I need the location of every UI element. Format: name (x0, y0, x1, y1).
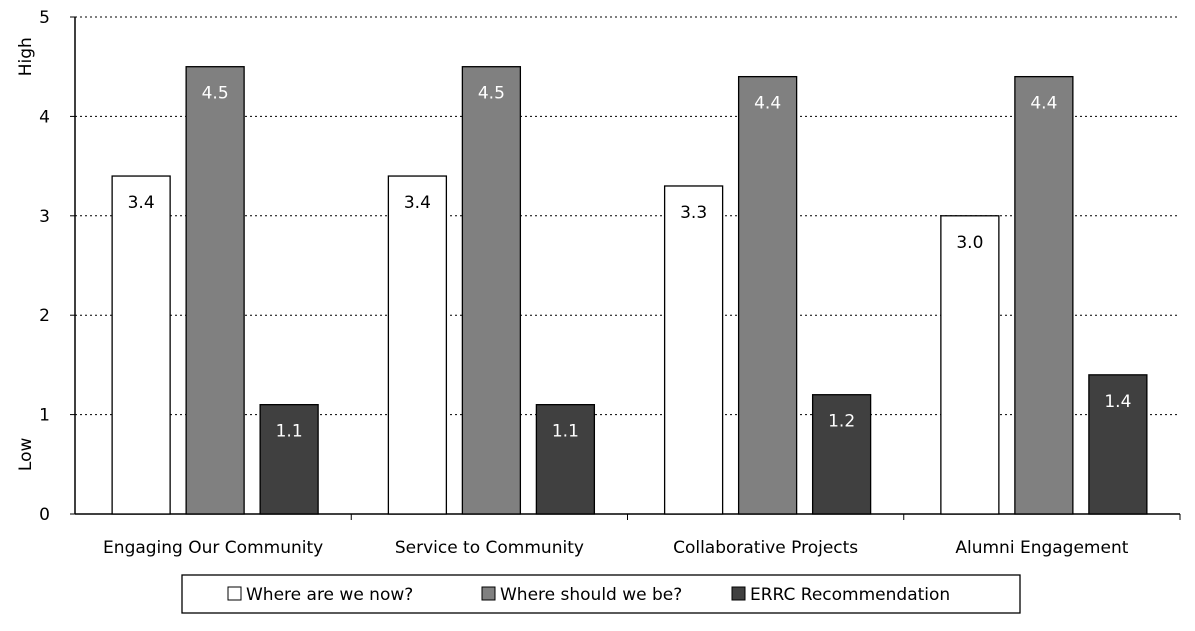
legend-swatch (227, 586, 242, 601)
x-category-label: Collaborative Projects (673, 538, 858, 558)
legend-swatch (731, 586, 746, 601)
bar (1088, 374, 1148, 515)
bar (185, 66, 245, 515)
x-category-label: Engaging Our Community (103, 538, 323, 558)
y-tick-label: 4 (39, 107, 50, 127)
bar (663, 185, 724, 515)
x-category-label: Alumni Engagement (955, 538, 1128, 558)
bar-value-label: 4.5 (202, 84, 229, 104)
bar-value-label: 4.4 (1030, 94, 1057, 114)
bar-value-label: 3.4 (404, 193, 431, 213)
x-category-label: Service to Community (395, 538, 584, 558)
bar-value-label: 3.3 (680, 203, 707, 223)
bar (940, 215, 1000, 515)
bar (535, 404, 596, 515)
legend-label: ERRC Recommendation (750, 585, 950, 605)
y-tick-label: 0 (39, 505, 50, 525)
bar-value-label: 4.4 (754, 94, 781, 114)
y-axis-low-label: Low (16, 438, 36, 472)
bar (737, 75, 798, 515)
legend-box (181, 574, 1021, 614)
bar (811, 394, 872, 515)
bar-value-label: 1.4 (1104, 392, 1131, 412)
bar (111, 175, 171, 515)
bar-value-label: 1.2 (828, 412, 855, 432)
bar (259, 404, 319, 515)
bar-value-label: 3.0 (956, 233, 983, 253)
legend-label: Where are we now? (246, 585, 413, 605)
bar-value-label: 1.1 (552, 422, 579, 442)
bar-value-label: 4.5 (478, 84, 505, 104)
y-axis-high-label: High (16, 37, 36, 76)
y-tick-label: 3 (39, 207, 50, 227)
y-tick-label: 5 (39, 8, 50, 28)
legend-swatch (481, 586, 496, 601)
bar-value-label: 1.1 (276, 422, 303, 442)
bar (461, 66, 522, 515)
y-tick-label: 2 (39, 306, 50, 326)
y-tick-label: 1 (39, 406, 50, 426)
legend-label: Where should we be? (500, 585, 682, 605)
bar (1014, 75, 1074, 515)
bar (387, 175, 448, 515)
bar-value-label: 3.4 (128, 193, 155, 213)
